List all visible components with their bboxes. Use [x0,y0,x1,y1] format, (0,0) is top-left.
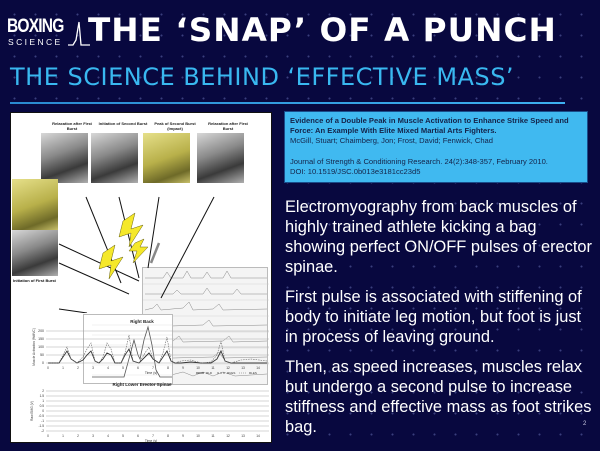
lightning-icon [98,244,124,280]
body-paragraph-2: First pulse is associated with stiffenin… [285,288,582,346]
kick-photo-3-impact [143,133,190,183]
svg-text:8: 8 [167,366,169,370]
page-number: 2 [583,421,587,427]
svg-text:7: 7 [152,366,154,370]
annotation-arrows [58,196,215,313]
photo-caption-4: Relaxation after First Burst [208,121,248,131]
svg-text:4: 4 [107,366,109,370]
svg-text:Time (s): Time (s) [145,371,157,375]
lightning-icon [118,212,144,248]
kick-photo-1 [41,133,88,183]
chart2-title: Right Lower Erector Spinae [112,382,172,387]
research-figure: Relaxation after First Burst Initiation … [10,112,272,443]
photo-caption-2: Initiation of Second Burst [98,121,148,126]
svg-text:3: 3 [92,366,94,370]
right-back-emg-chart: Right Back 0 50 100 150 200 Muscle Activ… [32,319,269,375]
svg-text:200: 200 [38,329,44,333]
svg-text:1: 1 [62,434,64,438]
svg-text:0.5: 0.5 [40,404,45,408]
photo-caption-1: Relaxation after First Burst [52,121,92,131]
body-paragraph-3: Then, as speed increases, muscles relax … [285,358,592,436]
svg-text:RLES: RLES [249,371,257,375]
svg-text:0: 0 [47,434,49,438]
svg-text:11: 11 [211,366,215,370]
svg-text:14: 14 [256,434,260,438]
svg-text:1.5: 1.5 [40,394,45,398]
logo-text-science: SCIENCE [8,37,63,47]
svg-text:Time (s): Time (s) [145,439,157,443]
svg-text:0: 0 [42,409,44,413]
double-peak-inset-chart [83,314,173,384]
svg-text:-0.5: -0.5 [39,414,45,418]
svg-text:12: 12 [226,434,230,438]
svg-text:100: 100 [38,345,44,349]
citation-box: Evidence of a Double Peak in Muscle Acti… [284,111,588,183]
svg-text:5: 5 [122,366,124,370]
svg-text:13: 13 [241,434,245,438]
svg-text:RUES: RUES [227,371,235,375]
svg-text:2: 2 [77,366,79,370]
svg-text:150: 150 [38,337,44,341]
citation-title: Evidence of a Double Peak in Muscle Acti… [290,116,569,136]
svg-text:2: 2 [42,389,44,393]
svg-text:7: 7 [152,434,154,438]
svg-text:50: 50 [40,353,44,357]
svg-text:3: 3 [92,434,94,438]
svg-text:14: 14 [256,366,260,370]
svg-text:8: 8 [167,434,169,438]
boxing-science-logo: BOXING SCIENCE [7,16,90,50]
svg-text:RLD: RLD [206,371,213,375]
svg-text:11: 11 [211,434,215,438]
svg-text:1: 1 [42,399,44,403]
svg-text:0: 0 [42,361,44,365]
svg-text:10: 10 [196,434,200,438]
svg-text:12: 12 [226,366,230,370]
kick-photo-2 [91,133,138,183]
svg-text:9: 9 [182,434,184,438]
svg-text:9: 9 [182,366,184,370]
svg-text:10: 10 [196,366,200,370]
body-paragraph-1: Electromyography from back muscles of hi… [285,198,592,276]
svg-text:5: 5 [122,434,124,438]
svg-text:-1.5: -1.5 [39,424,45,428]
lightning-icon [128,238,149,264]
chart1-title: Right Back [130,319,154,324]
slide-subtitle: THE SCIENCE BEHIND ‘EFFECTIVE MASS’ [10,63,515,91]
svg-text:6: 6 [137,366,139,370]
svg-text:0: 0 [47,366,49,370]
svg-text:Muscle Activation (%MVC): Muscle Activation (%MVC) [32,328,36,366]
svg-text:-2: -2 [41,429,44,433]
svg-text:Raw EMG (V): Raw EMG (V) [30,401,34,421]
citation-journal: Journal of Strength & Conditioning Resea… [290,156,548,166]
svg-text:1: 1 [62,366,64,370]
slide-title: THE ‘SNAP’ OF A PUNCH [88,11,557,49]
heartbeat-pulse-icon [68,21,90,46]
logo-text-boxing: BOXING [7,16,64,37]
kick-photo-first-peak [12,179,58,230]
kick-photo-initiation [12,230,58,276]
label-initiation-first-burst: Initiation of First Burst [13,278,56,283]
citation-doi: DOI: 10.1519/JSC.0b013e3181cc23d5 [290,166,421,176]
svg-text:2: 2 [77,434,79,438]
svg-text:4: 4 [107,434,109,438]
right-lower-erector-spinae-chart: Right Lower Erector Spinae 2 1.5 1 0.5 0… [30,382,269,443]
citation-authors: McGill, Stuart; Chaimberg, Jon; Frost, D… [290,136,493,146]
kick-photo-4 [197,133,244,183]
svg-text:13: 13 [241,366,245,370]
title-divider [10,102,565,104]
photo-caption-3: Peak of Second Burst (Impact) [154,121,196,131]
svg-text:6: 6 [137,434,139,438]
svg-text:-1: -1 [41,419,44,423]
